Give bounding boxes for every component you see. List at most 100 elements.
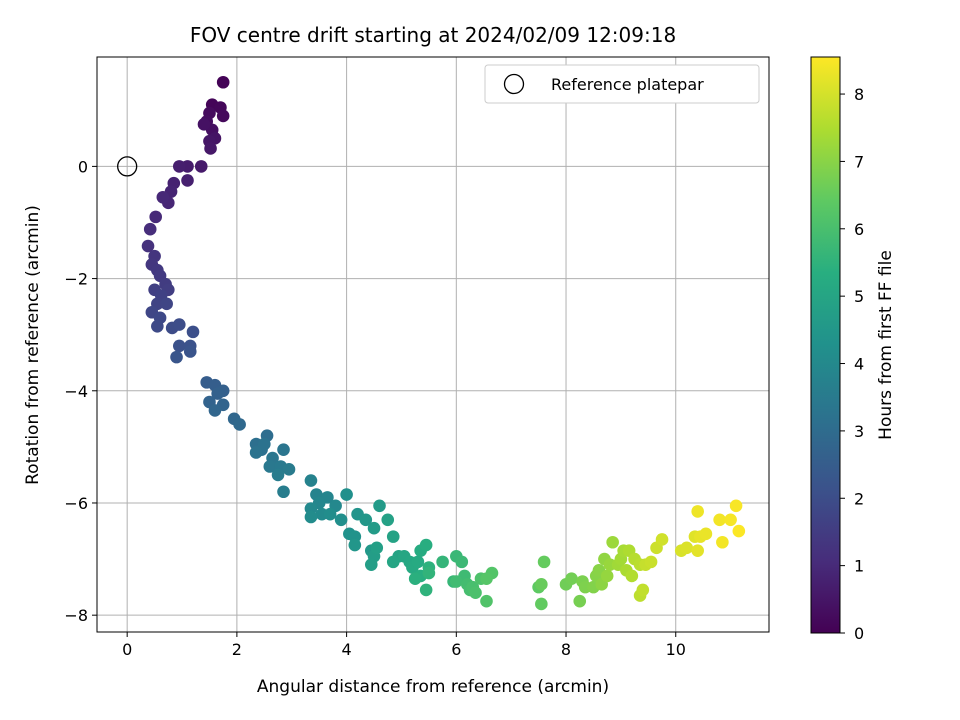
x-tick-label: 10 bbox=[666, 640, 686, 659]
legend: Reference platepar bbox=[484, 64, 760, 104]
data-point bbox=[436, 555, 449, 569]
data-point bbox=[408, 572, 422, 586]
data-point bbox=[373, 499, 386, 513]
colorbar-tick-label: 8 bbox=[854, 85, 864, 104]
colorbar-tick-label: 0 bbox=[854, 624, 864, 643]
data-point bbox=[277, 485, 290, 499]
data-point bbox=[419, 538, 433, 552]
data-point bbox=[699, 527, 713, 541]
colorbar-tick-label: 5 bbox=[854, 287, 864, 306]
x-tick-label: 0 bbox=[122, 640, 132, 659]
data-point bbox=[277, 443, 290, 456]
data-point bbox=[304, 474, 318, 487]
data-point bbox=[729, 499, 743, 513]
data-point bbox=[181, 174, 194, 187]
data-point bbox=[367, 521, 381, 535]
data-point bbox=[183, 345, 197, 358]
data-point bbox=[216, 75, 230, 89]
colorbar: 0 1 2 3 4 5 6 7 8 Hours from first FF file bbox=[810, 56, 896, 643]
data-point bbox=[334, 513, 348, 527]
data-point bbox=[186, 325, 200, 339]
data-point bbox=[172, 318, 186, 331]
colorbar-tick-label: 7 bbox=[854, 152, 864, 171]
data-point bbox=[600, 569, 614, 583]
ticks-layer: 0 2 4 6 8 10 −8 −6 −4 −2 0 bbox=[64, 157, 686, 659]
data-point bbox=[644, 555, 658, 569]
y-tick-label: −8 bbox=[64, 606, 88, 625]
data-point bbox=[208, 404, 222, 417]
colorbar-label: Hours from first FF file bbox=[876, 250, 896, 440]
plot-frame bbox=[96, 56, 770, 633]
data-point bbox=[606, 535, 619, 549]
colorbar-tick-label: 2 bbox=[854, 489, 864, 508]
x-tick-label: 6 bbox=[451, 640, 461, 659]
data-point bbox=[233, 418, 246, 431]
data-point bbox=[537, 555, 551, 569]
data-point bbox=[386, 530, 400, 543]
data-point bbox=[565, 572, 578, 586]
y-axis-label: Rotation from reference (arcmin) bbox=[23, 205, 43, 485]
data-point bbox=[172, 339, 186, 353]
data-point bbox=[249, 446, 263, 459]
data-point bbox=[636, 583, 650, 597]
data-point bbox=[691, 505, 704, 518]
data-point bbox=[680, 541, 694, 555]
data-point bbox=[469, 586, 482, 600]
data-point bbox=[732, 524, 746, 538]
colorbar-tick-label: 6 bbox=[854, 220, 864, 239]
y-tick-label: −4 bbox=[64, 382, 88, 401]
points-layer bbox=[141, 75, 746, 611]
data-point bbox=[271, 468, 285, 482]
data-point bbox=[419, 583, 433, 597]
data-point bbox=[381, 513, 395, 527]
data-point bbox=[340, 488, 353, 501]
colorbar-tick-label: 1 bbox=[854, 557, 864, 576]
data-point bbox=[160, 297, 173, 311]
data-point bbox=[141, 239, 155, 253]
colorbar-gradient bbox=[810, 56, 841, 634]
data-point bbox=[170, 350, 183, 364]
data-point bbox=[323, 507, 337, 521]
data-point bbox=[480, 594, 493, 608]
x-tick-label: 4 bbox=[342, 640, 352, 659]
data-point bbox=[713, 513, 726, 527]
legend-label-reference: Reference platepar bbox=[551, 75, 704, 94]
legend-marker-reference bbox=[503, 73, 525, 95]
data-point bbox=[156, 190, 170, 204]
data-point bbox=[258, 437, 271, 451]
colorbar-ticks: 0 1 2 3 4 5 6 7 8 bbox=[840, 85, 864, 643]
data-point bbox=[724, 513, 737, 527]
y-tick-label: 0 bbox=[78, 157, 88, 176]
data-point bbox=[386, 555, 400, 569]
data-point bbox=[370, 541, 384, 555]
data-point bbox=[655, 533, 669, 546]
x-tick-label: 8 bbox=[561, 640, 571, 659]
y-tick-label: −6 bbox=[64, 494, 88, 513]
y-tick-label: −2 bbox=[64, 270, 88, 289]
data-point bbox=[149, 210, 162, 224]
data-point bbox=[450, 575, 463, 588]
data-point bbox=[211, 387, 224, 400]
data-point bbox=[411, 555, 425, 569]
data-point bbox=[359, 513, 373, 527]
data-point bbox=[573, 594, 587, 608]
data-point bbox=[716, 535, 729, 549]
x-tick-label: 2 bbox=[232, 640, 242, 659]
reference-point-marker bbox=[117, 156, 138, 177]
data-point bbox=[422, 566, 436, 580]
data-point bbox=[143, 222, 157, 236]
data-point bbox=[535, 578, 548, 591]
data-point bbox=[625, 569, 639, 583]
data-point bbox=[455, 555, 469, 569]
data-point bbox=[304, 510, 318, 524]
data-point bbox=[194, 160, 208, 173]
data-point bbox=[172, 160, 186, 173]
grid-layer bbox=[97, 57, 769, 632]
x-axis-label: Angular distance from reference (arcmin) bbox=[257, 677, 609, 697]
data-point bbox=[204, 142, 217, 155]
data-point bbox=[151, 319, 164, 333]
colorbar-tick-label: 3 bbox=[854, 422, 864, 441]
data-point bbox=[691, 544, 704, 557]
data-point bbox=[197, 118, 211, 131]
